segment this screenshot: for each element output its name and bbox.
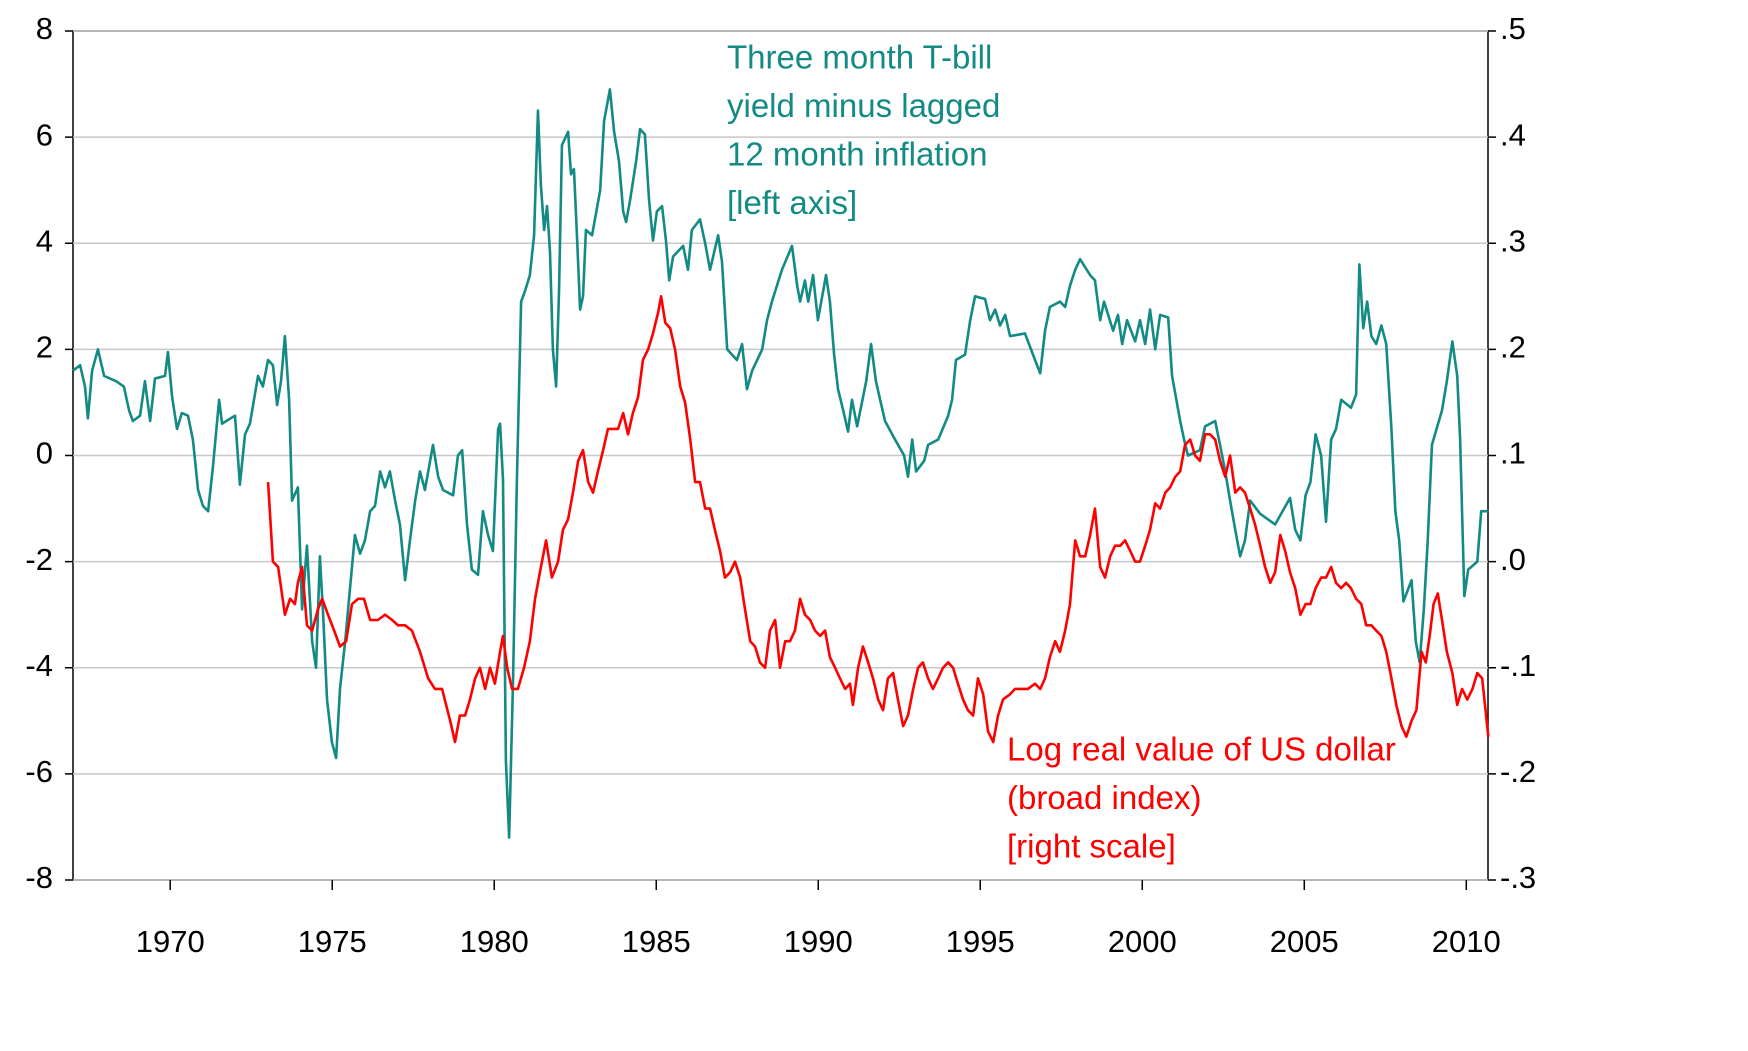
annotation: yield minus lagged	[727, 87, 1000, 124]
y-tick-label: -8	[25, 860, 53, 895]
annotation: (broad index)	[1007, 779, 1201, 816]
x-tick-label: 1995	[946, 924, 1015, 959]
y2-tick-label: -.1	[1500, 648, 1536, 683]
y2-tick-label: .5	[1500, 11, 1526, 46]
data-line	[72, 88, 1489, 839]
y-tick-label: -2	[25, 542, 53, 577]
x-tick-label: 2010	[1432, 924, 1501, 959]
y-tick-label: 2	[36, 330, 53, 365]
y-tick-label: 6	[36, 117, 53, 152]
y2-tick-label: .3	[1500, 223, 1526, 258]
y-tick-label: -4	[25, 648, 53, 683]
annotation: [left axis]	[727, 184, 857, 221]
annotation: [right scale]	[1007, 828, 1176, 865]
y-tick-label: 4	[36, 223, 53, 258]
y-tick-label: 0	[36, 436, 53, 471]
annotation: Log real value of US dollar	[1007, 731, 1396, 768]
x-tick-label: 1970	[136, 924, 205, 959]
x-tick-label: 2005	[1270, 924, 1339, 959]
x-tick-label: 1985	[622, 924, 691, 959]
y2-tick-label: .1	[1500, 436, 1526, 471]
y-tick-label: 8	[36, 11, 53, 46]
y2-tick-label: -.3	[1500, 860, 1536, 895]
y2-tick-label: -.2	[1500, 754, 1536, 789]
annotation: 12 month inflation	[727, 136, 988, 173]
y2-tick-label: .2	[1500, 330, 1526, 365]
x-tick-label: 1980	[460, 924, 529, 959]
x-tick-label: 1990	[784, 924, 853, 959]
annotation: Three month T-bill	[727, 39, 992, 76]
x-tick-label: 2000	[1108, 924, 1177, 959]
y-tick-label: -6	[25, 754, 53, 789]
y2-tick-label: .4	[1500, 117, 1526, 152]
y2-tick-label: .0	[1500, 542, 1526, 577]
data-line	[266, 295, 1490, 744]
x-tick-label: 1975	[298, 924, 367, 959]
